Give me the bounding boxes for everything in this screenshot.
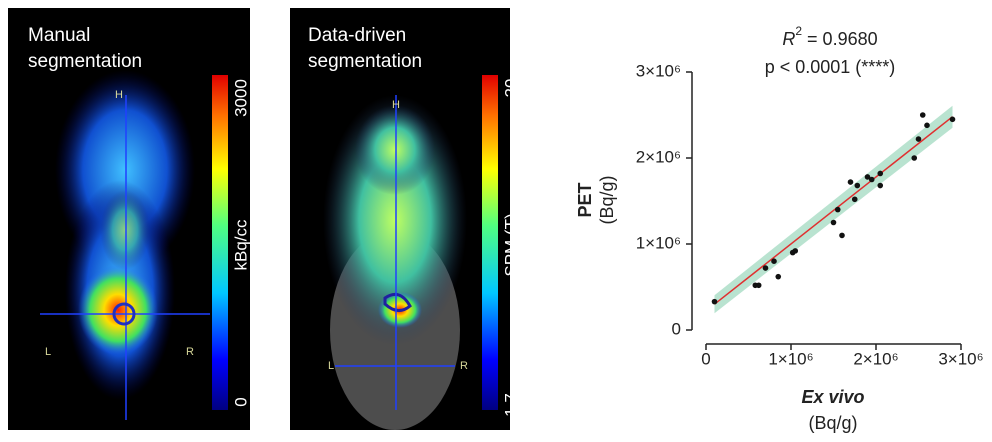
annotation: p < 0.0001 (****) (765, 57, 896, 77)
point (756, 282, 762, 288)
colorbar-label: kBq/cc (231, 219, 250, 271)
figure: Manual segmentation H L R 3000 0 kBq/cc … (0, 0, 992, 437)
orientation: R (460, 360, 468, 372)
x-tick-label: 3×10⁶ (938, 349, 983, 368)
point (920, 112, 926, 118)
fit-line (715, 117, 953, 304)
point (763, 265, 769, 271)
image-title: Manual (28, 25, 90, 46)
point (911, 155, 917, 161)
x-tick-label: 1×10⁶ (768, 349, 813, 368)
y-tick-label: 3×10⁶ (636, 61, 681, 80)
confidence-band (715, 106, 953, 313)
point (916, 136, 922, 142)
x-tick-label: 2×10⁶ (853, 349, 898, 368)
y-tick-label: 1×10⁶ (636, 233, 681, 252)
x-axis-unit: (Bq/g) (808, 413, 857, 433)
point (712, 299, 718, 305)
point (831, 220, 837, 226)
y-axis-label: PET (575, 182, 595, 217)
point (848, 179, 854, 185)
point (950, 117, 956, 123)
r-text: = 0.9680 (802, 29, 878, 49)
colorbar-max: 3000 (231, 79, 250, 117)
colorbar-min: 1.7 (501, 393, 520, 417)
plot: 0 1×10⁶ 2×10⁶ 3×10⁶ 0 1×10⁶ 2×10⁶ 3×10⁶ (636, 61, 984, 368)
orientation: H (392, 99, 400, 111)
point (771, 258, 777, 264)
y-axis-unit: (Bq/g) (597, 175, 617, 224)
image-title: segmentation (308, 51, 422, 72)
point (877, 171, 883, 177)
colorbar-min: 0 (231, 397, 250, 406)
point (877, 183, 883, 189)
point (839, 233, 845, 239)
image-title: segmentation (28, 51, 142, 72)
orientation: H (115, 89, 123, 101)
orientation: R (186, 346, 194, 358)
point (835, 207, 841, 213)
annotation: R2 = 0.9680 (782, 24, 877, 49)
point (855, 183, 861, 189)
point (869, 177, 875, 183)
y-tick-label: 0 (672, 319, 681, 338)
point (775, 274, 781, 280)
colorbar-label: SPM (T) (501, 213, 520, 276)
orientation: L (45, 346, 51, 358)
point (924, 123, 930, 129)
r-label: R (782, 29, 795, 49)
x-axis-label: Ex vivo (801, 387, 864, 407)
x-tick-label: 0 (701, 349, 710, 368)
y-tick-label: 2×10⁶ (636, 147, 681, 166)
point (792, 248, 798, 254)
orientation: L (328, 360, 334, 372)
colorbar-max: 20 (501, 79, 520, 98)
point (852, 196, 858, 202)
image-title: Data-driven (308, 25, 406, 46)
